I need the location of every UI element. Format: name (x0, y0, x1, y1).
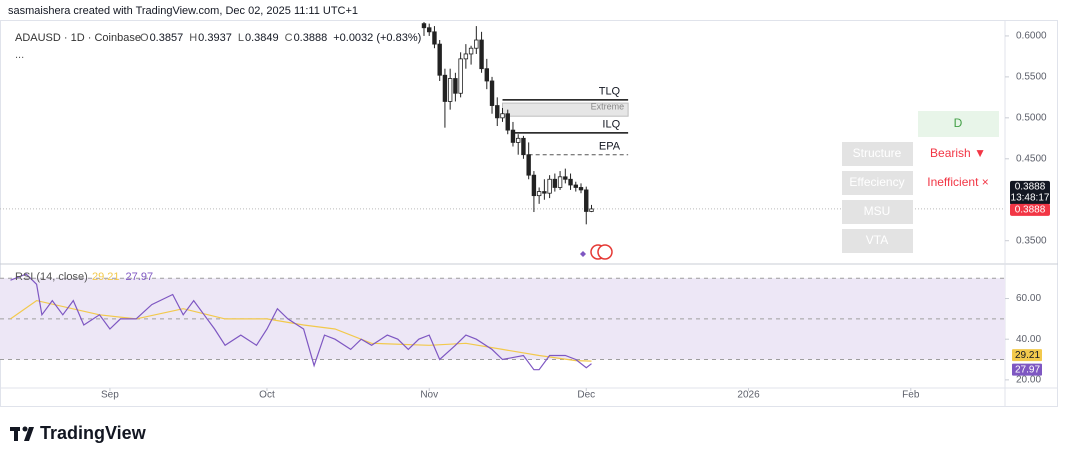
candle-body (516, 137, 521, 143)
caption: sasmaishera created with TradingView.com… (8, 5, 358, 17)
candle-body (437, 43, 442, 76)
rsi-axis-box (1012, 363, 1042, 376)
last-price-label: 0.3888 (1015, 182, 1046, 193)
candle-body (468, 47, 474, 55)
level-label: EPA (599, 141, 621, 153)
y-tick-label: 0.4500 (1016, 153, 1047, 164)
rsi-band (0, 278, 1005, 360)
event-icons (580, 244, 613, 260)
table-header-cell (918, 111, 999, 137)
candle-body (542, 191, 547, 194)
candle-body (432, 31, 437, 45)
symbol: ADAUSD · 1D · Coinbase (15, 32, 141, 44)
candle-body (563, 176, 568, 180)
candle-body (500, 113, 505, 119)
candle-body (447, 78, 453, 102)
candle-body (552, 178, 558, 188)
candle-body (421, 23, 427, 29)
candle-body (427, 27, 432, 33)
table-label-cell (842, 142, 913, 166)
table-header: D (954, 116, 963, 130)
candle-body (463, 53, 469, 60)
candle-body (495, 105, 500, 119)
candle-body (568, 178, 573, 186)
y-tick-label: 0.5500 (1016, 72, 1047, 83)
ohlc-label: H (189, 32, 197, 44)
candle-body (536, 191, 542, 197)
candle-body (521, 137, 526, 156)
countdown: 13:48:17 (1011, 193, 1050, 204)
x-tick-label: Dec (577, 390, 595, 401)
table-label: Effeciency (849, 175, 904, 189)
candles (421, 22, 594, 225)
table-value: Inefficient × (927, 175, 989, 189)
candle-body (547, 178, 552, 194)
zone-label: Extreme (591, 101, 625, 111)
table-value: Bearish ▼ (930, 146, 986, 160)
close-price-label: 0.3888 (1015, 205, 1046, 216)
y-tick-label: 0.5000 (1016, 112, 1047, 123)
ohlc-value: 0.3888 (294, 32, 328, 44)
rsi-line (10, 273, 592, 371)
brand: TradingView (40, 423, 147, 443)
level-label: ILQ (602, 119, 620, 131)
candle-body (442, 74, 448, 102)
level-label: TLQ (599, 86, 621, 98)
candle-body (573, 184, 578, 188)
ohlc-legend: O 0.3857 H 0.3937 L 0.3849 C 0.3888 +0.0032 (+0.… (140, 32, 421, 44)
rsi-line (10, 299, 592, 362)
candle-body (578, 187, 584, 191)
rsi-title: RSI (14, close) (15, 271, 88, 283)
ohlc-label: C (285, 32, 293, 44)
rsi-axis-box (1012, 349, 1042, 362)
x-tick-label: Oct (259, 390, 275, 401)
rsi-legend-value: 29.21 (92, 271, 120, 283)
candle-body (474, 39, 479, 49)
rsi-axis-label: 29.21 (1015, 350, 1040, 361)
candle-body (557, 176, 563, 188)
x-tick-label: 2026 (737, 390, 760, 401)
x-tick-label: Sep (101, 390, 119, 401)
ohlc-value: 0.3937 (198, 32, 232, 44)
candle-body (458, 58, 463, 94)
y-tick-label: 40.00 (1016, 334, 1041, 345)
candle-body (526, 154, 531, 176)
table-label-cell (842, 200, 913, 224)
candle-body (453, 78, 458, 94)
last-price-box (1010, 180, 1050, 205)
ohlc-label: O (140, 32, 149, 44)
table-label: VTA (866, 233, 888, 247)
candle-body (484, 68, 489, 82)
more: ... (15, 49, 24, 61)
ohlc-value: 0.3857 (150, 32, 184, 44)
x-tick-label: Feb (902, 390, 920, 401)
table-label: MSU (864, 204, 891, 218)
rsi-legend-value: 27.97 (126, 271, 154, 283)
candle-body (510, 129, 516, 143)
y-tick-label: 0.3500 (1016, 235, 1047, 246)
change: +0.0032 (+0.83%) (333, 32, 421, 44)
y-tick-label: 0.6000 (1016, 31, 1047, 42)
ohlc-label: L (238, 32, 244, 44)
y-tick-label: 20.00 (1016, 375, 1041, 386)
ohlc-value: 0.3849 (245, 32, 279, 44)
candle-body (531, 174, 537, 197)
x-tick-label: Nov (420, 390, 438, 401)
candle-body (505, 113, 510, 131)
candle-body (479, 39, 484, 70)
candle-body (489, 80, 495, 106)
table-label-cell (842, 229, 913, 253)
rsi-axis-label: 27.97 (1015, 364, 1040, 375)
candle-body (589, 208, 594, 212)
brand-logo (10, 426, 34, 441)
table-label-cell (842, 171, 913, 195)
y-tick-label: 60.00 (1016, 293, 1041, 304)
close-price-box (1010, 203, 1050, 216)
table-label: Structure (853, 146, 902, 160)
candle-body (584, 189, 589, 212)
